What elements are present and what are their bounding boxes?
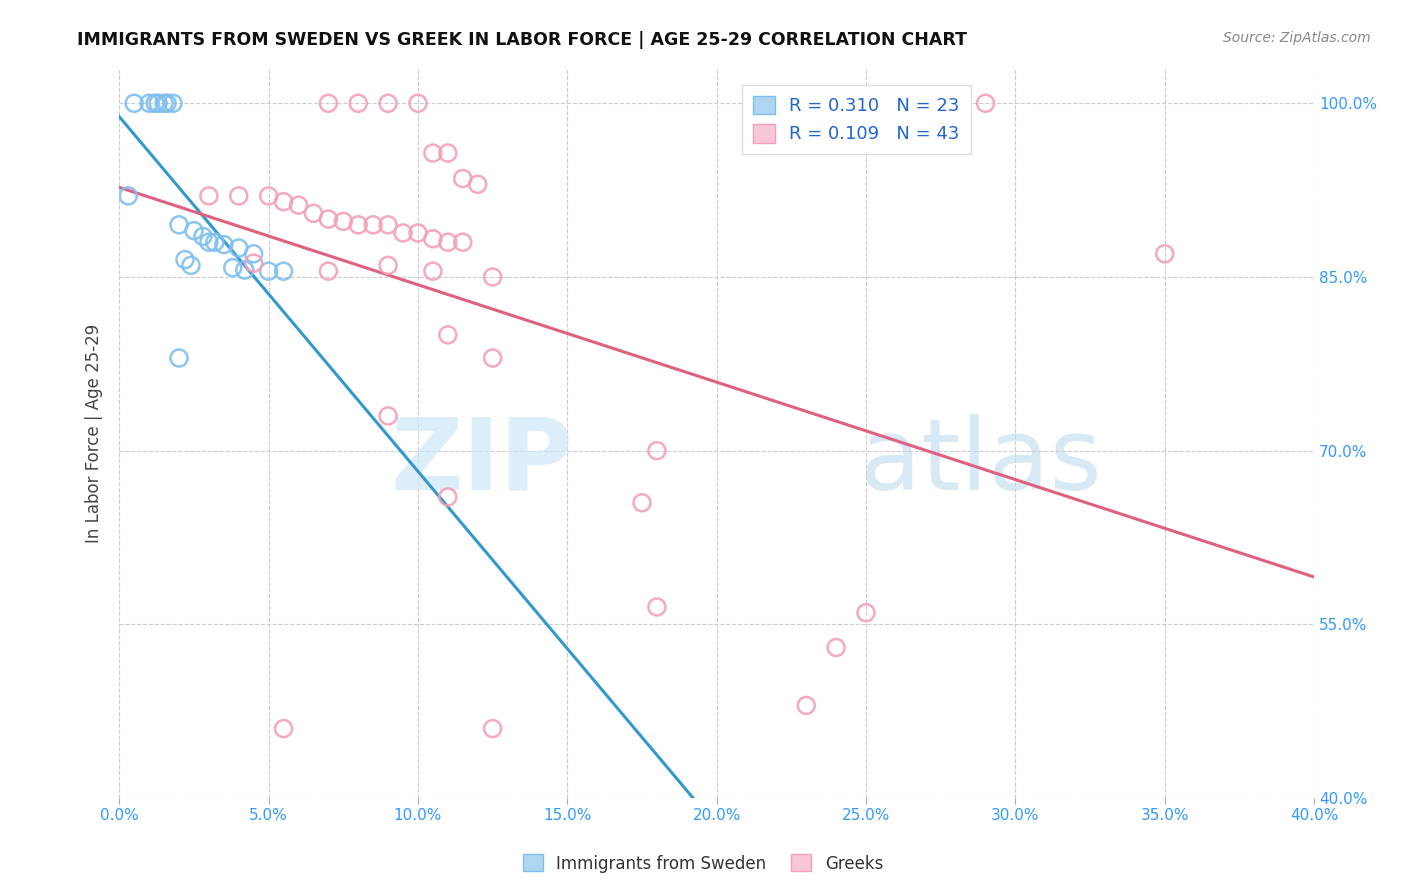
Point [212,237,235,252]
Point [437,235,460,250]
Point [422,232,444,246]
Point [287,198,309,212]
Point [222,260,245,275]
Point [198,235,221,250]
Point [273,264,295,278]
Point [645,443,668,458]
Point [406,96,429,111]
Y-axis label: In Labor Force | Age 25-29: In Labor Force | Age 25-29 [86,324,103,543]
Point [167,351,190,365]
Point [228,189,250,203]
Point [183,224,205,238]
Point [481,269,503,284]
Point [855,606,877,620]
Point [318,264,340,278]
Point [174,252,197,267]
Point [273,194,295,209]
Point [122,96,145,111]
Point [156,96,179,111]
Point [377,218,399,232]
Point [318,96,340,111]
Point [347,218,370,232]
Point [974,96,997,111]
Point [117,189,139,203]
Point [332,214,354,228]
Point [257,264,280,278]
Legend: R = 0.310   N = 23, R = 0.109   N = 43: R = 0.310 N = 23, R = 0.109 N = 43 [742,85,970,154]
Point [437,490,460,504]
Point [167,218,190,232]
Point [228,241,250,255]
Point [146,96,169,111]
Point [302,206,325,220]
Point [631,496,654,510]
Legend: Immigrants from Sweden, Greeks: Immigrants from Sweden, Greeks [516,847,890,880]
Point [153,96,176,111]
Text: IMMIGRANTS FROM SWEDEN VS GREEK IN LABOR FORCE | AGE 25-29 CORRELATION CHART: IMMIGRANTS FROM SWEDEN VS GREEK IN LABOR… [77,31,967,49]
Point [198,189,221,203]
Point [645,599,668,614]
Point [437,146,460,161]
Point [422,146,444,161]
Point [377,409,399,423]
Point [451,171,474,186]
Point [1153,247,1175,261]
Point [825,640,848,655]
Point [204,235,226,250]
Point [392,226,415,240]
Point [481,351,503,365]
Point [467,178,489,192]
Point [406,226,429,240]
Point [191,229,214,244]
Point [273,722,295,736]
Point [377,96,399,111]
Point [138,96,160,111]
Point [242,247,264,261]
Point [318,212,340,227]
Point [451,235,474,250]
Text: atlas: atlas [860,414,1102,511]
Point [437,327,460,342]
Text: ZIP: ZIP [391,414,574,511]
Point [257,189,280,203]
Point [242,256,264,270]
Point [347,96,370,111]
Point [481,722,503,736]
Text: Source: ZipAtlas.com: Source: ZipAtlas.com [1223,31,1371,45]
Point [422,264,444,278]
Point [233,263,256,277]
Point [361,218,384,232]
Point [180,259,202,273]
Point [162,96,184,111]
Point [377,259,399,273]
Point [794,698,817,713]
Point [143,96,166,111]
